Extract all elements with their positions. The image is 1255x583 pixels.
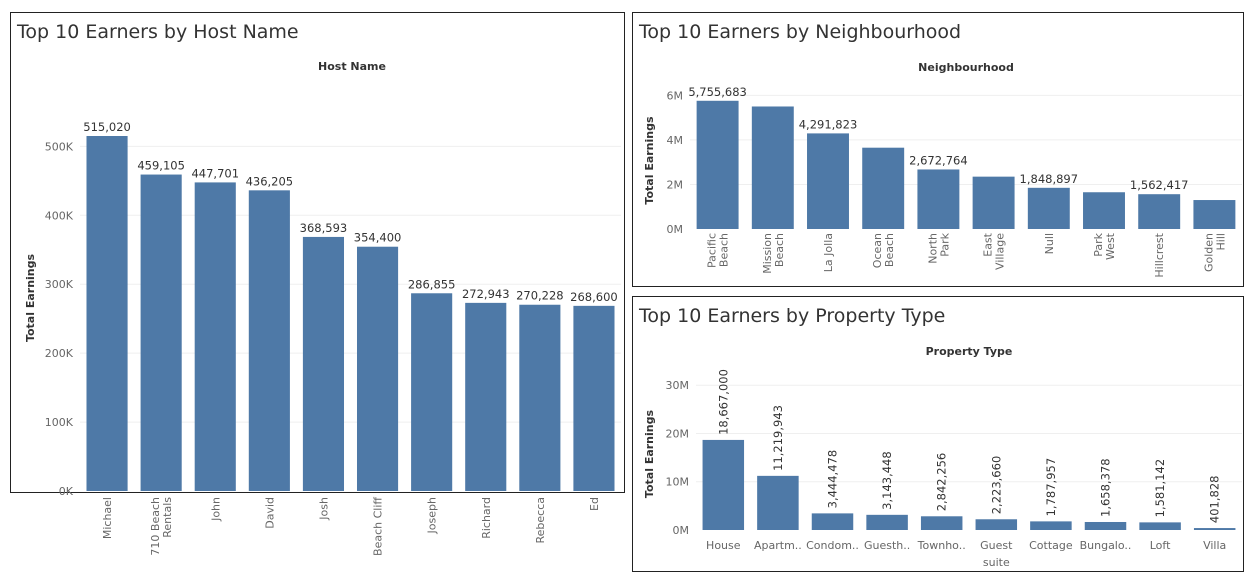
host-category-label: 710 Beach (149, 497, 162, 556)
property-type-panel-title: Top 10 Earners by Property Type (639, 305, 946, 327)
host-category-label: Richard (480, 497, 493, 539)
neighbourhood-panel: Top 10 Earners by Neighbourhood (632, 12, 1244, 287)
host-category-label: Rebecca (534, 497, 547, 544)
host-category-label: Rentals (161, 497, 174, 538)
property-type-panel: Top 10 Earners by Property Type (632, 296, 1244, 572)
neighbourhood-panel-title: Top 10 Earners by Neighbourhood (639, 21, 962, 43)
host-category-label: Josh (317, 497, 330, 521)
host-category-label: David (263, 497, 276, 529)
host-category-label: Joseph (426, 497, 439, 534)
host-category-label: Ed (588, 497, 601, 511)
host-category-label: John (209, 497, 222, 522)
host-category-label: Michael (101, 497, 114, 539)
host-name-panel-title: Top 10 Earners by Host Name (17, 21, 299, 43)
host-category-label: Beach Cliff (372, 497, 385, 556)
host-name-panel: Top 10 Earners by Host Name (10, 12, 625, 493)
